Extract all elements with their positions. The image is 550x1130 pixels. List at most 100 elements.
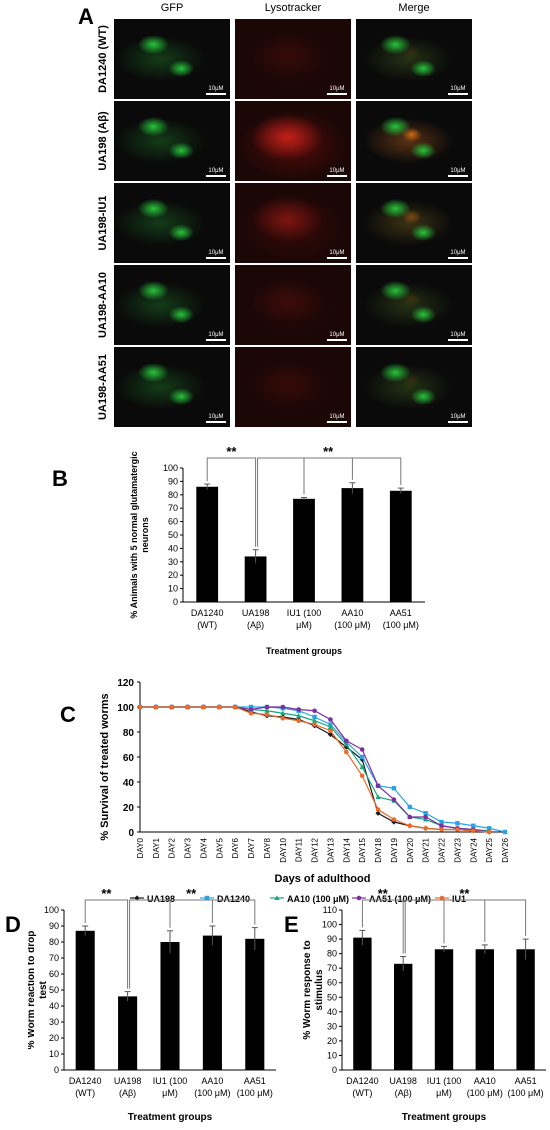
- row-label-2: UA198-IU1: [97, 195, 109, 251]
- x-tick-label: (100 μM): [334, 620, 370, 630]
- scale-bar: 10μM: [327, 86, 347, 95]
- data-point: [153, 704, 159, 710]
- y-tick-label: 60: [49, 969, 59, 979]
- significance-bracket: [404, 899, 527, 954]
- x-tick-label: DAY18: [374, 837, 383, 862]
- y-tick-label: 30: [327, 1021, 337, 1031]
- x-tick-label: (WT): [352, 1088, 372, 1098]
- scale-bar-line: [206, 339, 226, 341]
- micrograph-4-2: 10μM: [356, 347, 472, 427]
- x-tick-label: DAY3: [184, 837, 193, 858]
- bar-1: [394, 963, 413, 1070]
- scale-bar-label: 10μM: [329, 414, 345, 420]
- legend-label: AA51 (100 μM): [369, 894, 431, 904]
- micrograph-1-2: 10μM: [356, 101, 472, 181]
- data-point: [312, 708, 317, 714]
- data-point: [391, 786, 397, 791]
- x-tick-label: DAY25: [485, 837, 494, 862]
- scale-bar-label: 10μM: [329, 168, 345, 174]
- row-label-0: DA1240 (WT): [97, 25, 109, 93]
- bar-2: [160, 942, 180, 1070]
- chart-c: 0 20 40 60 80 100 120 DAY0 DAY1 DAY2 DAY3 DAY4 DAY5 D…: [100, 678, 510, 904]
- y-tick-label: 110: [323, 905, 337, 915]
- data-point: [391, 817, 397, 822]
- bar-4: [389, 490, 412, 602]
- scale-bar-line: [327, 421, 347, 423]
- row-label-1: UA198 (Aβ): [97, 111, 109, 171]
- scale-bar-label: 10μM: [329, 86, 345, 92]
- legend-label: AA10 (100 μM): [287, 894, 349, 904]
- significance-bracket: [361, 899, 404, 954]
- data-point: [359, 756, 365, 763]
- significance-label: **: [226, 446, 237, 459]
- data-point: [296, 707, 301, 712]
- data-point: [375, 794, 381, 799]
- data-point: [296, 712, 302, 718]
- micrograph-3-1: 10μM: [235, 265, 351, 345]
- data-point: [439, 827, 444, 832]
- scale-bar-label: 10μM: [208, 168, 224, 174]
- chart-b: 0 10 20 30 40 50 60 70 80 90 100 % Animals with 5 n…: [129, 446, 425, 656]
- micrograph-3-0: 10μM: [114, 265, 230, 345]
- x-tick-label: DAY1: [152, 837, 161, 858]
- data-point: [470, 828, 476, 834]
- bar-3: [341, 488, 364, 602]
- x-tick-label: (WT): [197, 620, 217, 630]
- data-point: [312, 722, 317, 727]
- y-tick-label: 90: [49, 921, 59, 931]
- x-tick-label: DAY4: [199, 837, 208, 858]
- y-tick-label: 100: [322, 920, 337, 930]
- x-tick-label: DAY14: [342, 837, 351, 862]
- data-point: [201, 704, 206, 710]
- y-axis-label: % Survival of treated worms: [100, 693, 111, 840]
- data-point: [280, 710, 286, 716]
- significance-bracket: [84, 899, 129, 989]
- data-point: [280, 715, 286, 721]
- y-tick-label: 40: [327, 1007, 337, 1017]
- x-tick-label: DA1240: [346, 1076, 379, 1086]
- data-point: [232, 704, 238, 710]
- x-tick-label: DAY20: [406, 837, 415, 862]
- y-tick-label: 30: [168, 557, 178, 567]
- data-point: [423, 811, 428, 816]
- x-tick-label: DAY11: [295, 837, 304, 862]
- data-point: [137, 704, 143, 710]
- y-axis-label: % Animals with 5 normal glutamatergicneu…: [129, 451, 150, 618]
- panel-b-letter: B: [52, 466, 68, 491]
- bar-0: [196, 486, 219, 602]
- y-axis-label-line: % Worm response to: [302, 940, 313, 1039]
- data-point: [423, 814, 428, 820]
- data-point: [502, 829, 508, 835]
- x-tick-label: DAY0: [136, 837, 145, 858]
- micrograph-4-0: 10μM: [114, 347, 230, 427]
- y-axis-label: % Worm reaction to droptest: [28, 931, 49, 1050]
- data-point: [359, 764, 365, 769]
- scale-bar-label: 10μM: [208, 86, 224, 92]
- data-point: [185, 704, 190, 710]
- bar-3: [475, 949, 494, 1070]
- x-axis-label: Days of adulthood: [275, 873, 371, 885]
- scale-bar-line: [448, 339, 468, 341]
- scale-bar-line: [206, 175, 226, 177]
- data-point: [471, 823, 476, 828]
- scale-bar: 10μM: [327, 332, 347, 341]
- micrograph-3-2: 10μM: [356, 265, 472, 345]
- x-tick-label: IU1 (100: [153, 1076, 188, 1086]
- x-tick-label: (100 μM): [237, 1088, 273, 1098]
- y-tick-label: 70: [327, 963, 337, 973]
- significance-label: **: [459, 886, 470, 901]
- series-line-1: [140, 706, 506, 833]
- y-tick-label: 10: [168, 584, 178, 594]
- micrograph-2-1: 10μM: [235, 183, 351, 263]
- y-tick-label: 120: [117, 678, 134, 689]
- x-tick-label: DAY6: [231, 837, 240, 858]
- row-label-3: UA198-AA10: [97, 271, 109, 339]
- legend-marker: [439, 895, 445, 901]
- y-tick-label: 0: [173, 597, 178, 607]
- data-point: [217, 704, 222, 710]
- x-tick-label: DAY24: [469, 837, 478, 862]
- y-tick-label: 30: [49, 1017, 59, 1027]
- scale-bar-label: 10μM: [450, 168, 466, 174]
- x-tick-label: μM): [162, 1088, 178, 1098]
- column-header-2: Merge: [398, 2, 430, 14]
